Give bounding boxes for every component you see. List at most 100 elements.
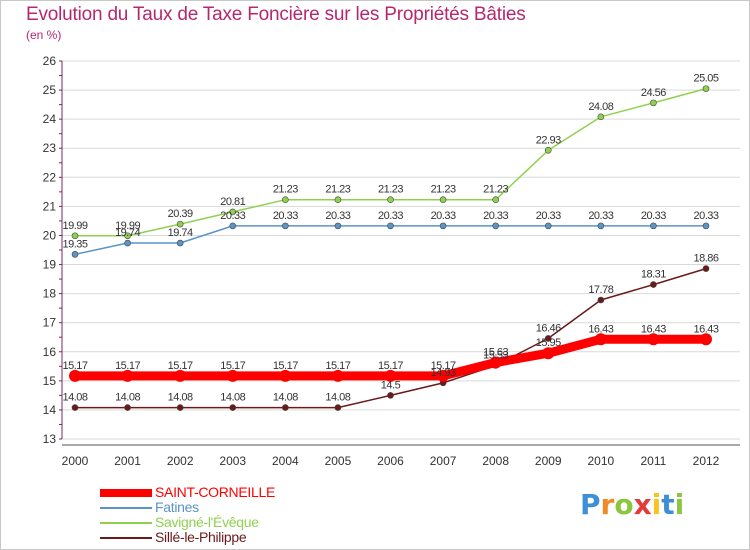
x-tick-label: 2012 (693, 454, 720, 468)
data-label: 19.99 (115, 220, 140, 232)
data-point (124, 232, 131, 240)
data-label: 19.35 (62, 238, 87, 250)
data-point (439, 196, 447, 203)
data-label: 20.33 (588, 210, 613, 222)
data-label: 20.33 (378, 210, 403, 222)
data-point (597, 296, 605, 304)
data-label: 16.43 (588, 323, 613, 335)
x-tick-label: 2001 (114, 454, 141, 468)
data-label: 15.17 (168, 360, 193, 372)
data-point (121, 369, 134, 382)
y-tick-label: 20 (43, 228, 57, 242)
data-point (597, 113, 605, 121)
legend-label: SAINT-CORNEILLE (155, 484, 275, 500)
data-label: 17.78 (588, 284, 613, 296)
data-point (439, 222, 447, 230)
y-tick-label: 25 (43, 83, 57, 97)
y-tick-label: 24 (43, 112, 57, 126)
data-label: 14.08 (115, 392, 140, 404)
legend-label: Sillé-le-Philippe (155, 529, 247, 545)
data-label: 16.43 (693, 323, 718, 335)
data-point (124, 239, 131, 247)
data-label: 15.17 (431, 360, 456, 372)
data-point (650, 222, 657, 230)
data-point (544, 146, 552, 154)
logo-letter: i (674, 488, 685, 521)
y-tick-label: 26 (43, 54, 57, 68)
data-label: 15.53 (483, 349, 508, 361)
legend-label: Fatines (155, 499, 199, 515)
data-point (387, 392, 394, 399)
data-label: 24.08 (588, 101, 613, 113)
data-point (542, 347, 555, 360)
data-label: 15.17 (62, 360, 87, 372)
data-label: 20.33 (220, 210, 245, 222)
data-label: 19.99 (62, 220, 87, 232)
data-label: 20.33 (431, 210, 456, 222)
data-point (334, 404, 342, 411)
x-tick-label: 2005 (325, 454, 352, 468)
data-point (650, 99, 657, 107)
y-tick-label: 22 (43, 170, 57, 184)
y-tick-label: 21 (43, 199, 57, 213)
data-point (650, 281, 657, 288)
data-point (702, 265, 710, 272)
logo-letter: x (633, 488, 652, 521)
data-point (71, 232, 79, 240)
data-label: 15.17 (273, 360, 298, 372)
data-point (282, 196, 289, 203)
data-label: 25.05 (693, 73, 718, 85)
data-point (647, 333, 660, 346)
y-tick-label: 16 (43, 345, 57, 359)
data-point (124, 404, 131, 411)
legend-swatch (100, 489, 152, 497)
data-label: 14.5 (381, 379, 401, 391)
data-point (594, 333, 607, 346)
data-label: 20.39 (168, 208, 193, 220)
data-label: 21.23 (273, 184, 298, 196)
data-point (387, 196, 394, 203)
data-point (174, 369, 187, 382)
data-label: 14.08 (62, 392, 87, 404)
legend-swatch (100, 537, 152, 539)
data-point (176, 239, 184, 247)
x-tick-label: 2010 (587, 454, 614, 468)
logo-letter: P (580, 488, 601, 521)
data-point (387, 222, 394, 230)
data-point (229, 222, 237, 230)
data-point (176, 404, 184, 411)
chart-title: Evolution du Taux de Taxe Foncière sur l… (26, 4, 526, 25)
data-label: 16.43 (641, 323, 666, 335)
data-point (331, 369, 344, 382)
data-label: 21.23 (431, 184, 456, 196)
y-tick-label: 13 (43, 432, 57, 446)
x-tick-label: 2000 (62, 454, 89, 468)
logo-letter: t (661, 488, 675, 521)
data-point (544, 335, 552, 342)
data-point (282, 222, 289, 230)
data-point (71, 251, 79, 258)
x-tick-label: 2007 (430, 454, 457, 468)
data-label: 14.08 (273, 392, 298, 404)
data-label: 20.33 (536, 210, 561, 222)
data-label: 20.33 (641, 210, 666, 222)
data-point (282, 404, 289, 411)
data-label: 14.93 (431, 367, 456, 379)
logo-letter: i (651, 488, 662, 521)
data-point (544, 222, 552, 230)
legend-swatch (100, 522, 152, 524)
data-point (229, 208, 237, 216)
data-point (334, 196, 342, 203)
data-point (71, 404, 79, 411)
data-label: 16.46 (536, 322, 561, 334)
data-label: 22.93 (536, 134, 561, 146)
data-label: 15.17 (220, 360, 245, 372)
data-label: 14.08 (220, 392, 245, 404)
data-label: 20.33 (273, 210, 298, 222)
x-tick-label: 2002 (167, 454, 194, 468)
logo-letter: r (600, 488, 615, 521)
data-point (384, 369, 397, 382)
data-label: 20.33 (693, 210, 718, 222)
